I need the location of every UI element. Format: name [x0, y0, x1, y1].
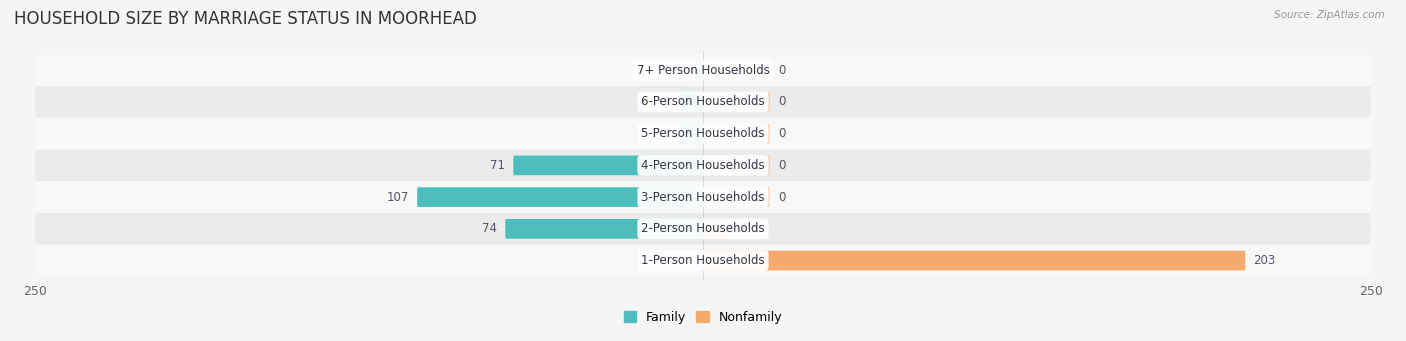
- Text: 203: 203: [1253, 254, 1275, 267]
- FancyBboxPatch shape: [703, 155, 769, 175]
- FancyBboxPatch shape: [35, 149, 1371, 181]
- FancyBboxPatch shape: [679, 124, 703, 144]
- FancyBboxPatch shape: [35, 213, 1371, 245]
- Text: 10: 10: [738, 222, 752, 235]
- FancyBboxPatch shape: [703, 92, 769, 112]
- Text: 0: 0: [778, 127, 785, 140]
- FancyBboxPatch shape: [695, 60, 703, 80]
- Text: 9: 9: [664, 127, 671, 140]
- Text: 71: 71: [491, 159, 505, 172]
- Text: 3: 3: [679, 64, 688, 77]
- FancyBboxPatch shape: [35, 54, 1371, 86]
- Legend: Family, Nonfamily: Family, Nonfamily: [624, 311, 782, 324]
- FancyBboxPatch shape: [513, 155, 703, 175]
- FancyBboxPatch shape: [703, 60, 769, 80]
- FancyBboxPatch shape: [679, 92, 703, 112]
- Text: 6-Person Households: 6-Person Households: [641, 95, 765, 108]
- Text: 3-Person Households: 3-Person Households: [641, 191, 765, 204]
- Text: 4-Person Households: 4-Person Households: [641, 159, 765, 172]
- Text: 2-Person Households: 2-Person Households: [641, 222, 765, 235]
- FancyBboxPatch shape: [35, 245, 1371, 277]
- Text: 0: 0: [778, 95, 785, 108]
- Text: HOUSEHOLD SIZE BY MARRIAGE STATUS IN MOORHEAD: HOUSEHOLD SIZE BY MARRIAGE STATUS IN MOO…: [14, 10, 477, 28]
- Text: 0: 0: [778, 64, 785, 77]
- FancyBboxPatch shape: [703, 124, 769, 144]
- FancyBboxPatch shape: [418, 187, 703, 207]
- Text: 1-Person Households: 1-Person Households: [641, 254, 765, 267]
- FancyBboxPatch shape: [505, 219, 703, 239]
- Text: 74: 74: [482, 222, 498, 235]
- FancyBboxPatch shape: [35, 118, 1371, 149]
- Text: Source: ZipAtlas.com: Source: ZipAtlas.com: [1274, 10, 1385, 20]
- FancyBboxPatch shape: [703, 251, 1246, 270]
- Text: 0: 0: [778, 159, 785, 172]
- Text: 107: 107: [387, 191, 409, 204]
- FancyBboxPatch shape: [35, 181, 1371, 213]
- FancyBboxPatch shape: [703, 219, 730, 239]
- Text: 0: 0: [778, 191, 785, 204]
- FancyBboxPatch shape: [35, 86, 1371, 118]
- Text: 9: 9: [664, 95, 671, 108]
- FancyBboxPatch shape: [703, 187, 769, 207]
- Text: 7+ Person Households: 7+ Person Households: [637, 64, 769, 77]
- Text: 5-Person Households: 5-Person Households: [641, 127, 765, 140]
